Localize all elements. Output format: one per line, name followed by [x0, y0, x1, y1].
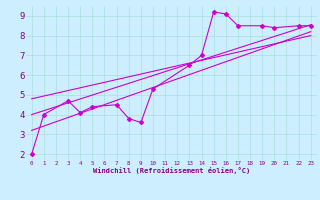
- X-axis label: Windchill (Refroidissement éolien,°C): Windchill (Refroidissement éolien,°C): [92, 167, 250, 174]
